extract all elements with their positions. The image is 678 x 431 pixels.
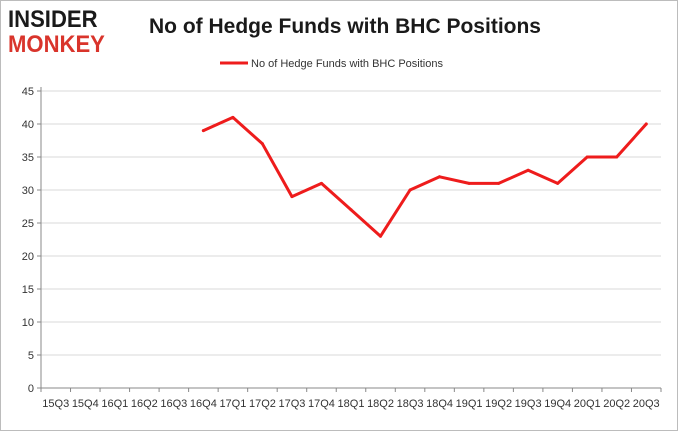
x-tick-label: 20Q1 [574, 398, 601, 410]
x-tick-label: 19Q3 [515, 398, 542, 410]
y-tick-label: 20 [22, 251, 34, 263]
x-tick-label: 20Q2 [603, 398, 630, 410]
x-tick-label: 16Q3 [160, 398, 187, 410]
y-tick-label: 45 [22, 86, 34, 98]
data-point [379, 234, 383, 238]
y-tick-label: 30 [22, 185, 34, 197]
series-line [201, 115, 648, 238]
data-point [231, 115, 235, 119]
y-tick-label: 25 [22, 218, 34, 230]
data-point [349, 208, 353, 212]
grid-layer [41, 90, 661, 356]
y-tick-label: 15 [22, 284, 34, 296]
y-tick-label: 35 [22, 152, 34, 164]
data-point [438, 175, 442, 179]
logo-line-1: INSIDER [8, 6, 98, 33]
x-tick-label: 17Q1 [219, 398, 246, 410]
data-point [497, 181, 501, 185]
data-point [644, 122, 648, 126]
x-tick-label: 16Q2 [131, 398, 158, 410]
x-tick-label: 20Q3 [633, 398, 660, 410]
logo-line-2: MONKEY [8, 31, 105, 58]
data-point [615, 155, 619, 159]
x-tick-label: 19Q1 [456, 398, 483, 410]
x-tick-label: 18Q3 [397, 398, 424, 410]
y-tick-label: 10 [22, 317, 34, 329]
x-tick-label: 17Q3 [278, 398, 305, 410]
x-tick-label: 19Q4 [544, 398, 571, 410]
data-point [260, 142, 264, 146]
data-point [290, 195, 294, 199]
x-tick-label: 18Q2 [367, 398, 394, 410]
x-tick-label: 16Q4 [190, 398, 217, 410]
data-point [319, 181, 323, 185]
x-tick-label: 17Q2 [249, 398, 276, 410]
x-tick-label: 17Q4 [308, 398, 335, 410]
data-point [585, 155, 589, 159]
x-tick-label: 15Q3 [42, 398, 69, 410]
x-tick-label: 15Q4 [72, 398, 99, 410]
y-tick-label: 5 [28, 350, 34, 362]
data-point [526, 168, 530, 172]
x-tick-label: 19Q2 [485, 398, 512, 410]
data-point [408, 188, 412, 192]
data-point [467, 181, 471, 185]
data-point [556, 181, 560, 185]
x-tick-label: 18Q4 [426, 398, 453, 410]
y-tick-label: 40 [22, 119, 34, 131]
series-layer [201, 115, 648, 238]
chart-title: No of Hedge Funds with BHC Positions [149, 15, 541, 38]
legend: No of Hedge Funds with BHC Positions [220, 58, 443, 70]
data-point [201, 129, 205, 133]
x-tick-label: 16Q1 [101, 398, 128, 410]
legend-label: No of Hedge Funds with BHC Positions [251, 58, 443, 70]
y-tick-label: 0 [28, 383, 34, 395]
insider-monkey-logo: INSIDER MONKEY [8, 7, 130, 61]
x-tick-label: 18Q1 [338, 398, 365, 410]
axis-layer: 0 5 10 15 20 25 30 35 40 45 15Q3 15Q4 16Q1 16Q2 16Q3 16… [22, 86, 662, 410]
